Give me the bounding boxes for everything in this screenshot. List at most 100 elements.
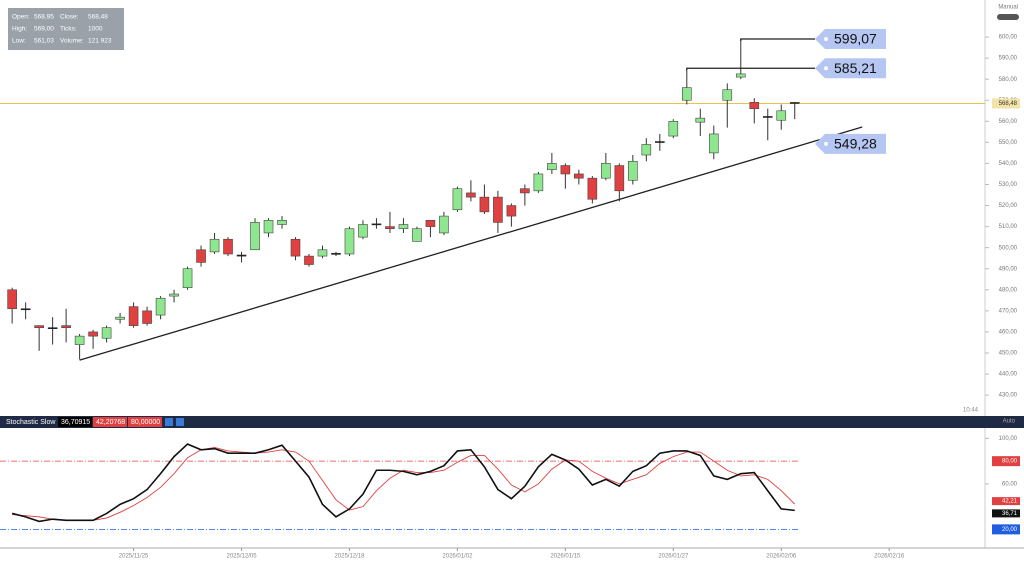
- k-box: [58, 417, 92, 427]
- time: 10:44: [963, 408, 979, 414]
- level-label: 20,00: [1002, 527, 1018, 533]
- label: Volume:: [60, 38, 84, 45]
- candle-body: [682, 87, 692, 101]
- candle-body: [209, 238, 220, 253]
- price-label-box: [815, 133, 886, 154]
- level-value: 80,00000: [131, 419, 160, 426]
- label: High:: [12, 26, 27, 33]
- price-label: 585,21: [834, 60, 877, 76]
- info-box: [8, 8, 124, 50]
- candle-body: [115, 316, 125, 320]
- y-tick-label: 490,00: [999, 266, 1018, 272]
- candle-body: [155, 297, 166, 316]
- price-label-dot: [824, 37, 828, 42]
- y-tick-label: 440,00: [999, 372, 1018, 378]
- candle-body: [47, 327, 58, 330]
- candle-body: [250, 222, 260, 251]
- candle-body: [344, 228, 355, 255]
- y-tick-label: 520,00: [999, 203, 1018, 209]
- y-tick-label: 430,00: [999, 393, 1018, 399]
- y-tick-label: 60,00: [1002, 481, 1018, 487]
- candle-body: [439, 215, 449, 234]
- candle-body: [479, 196, 490, 213]
- candle-body: [762, 116, 773, 118]
- candle-body: [236, 254, 247, 257]
- candle-body: [101, 327, 112, 339]
- candle-body: [61, 325, 71, 329]
- y-tick-label: 580,00: [999, 77, 1018, 83]
- label: Low:: [12, 38, 26, 45]
- level-box: [128, 417, 162, 427]
- candle-body: [749, 102, 760, 109]
- price-label-dot: [824, 66, 828, 71]
- candle-body: [358, 224, 368, 238]
- candle-body: [412, 228, 422, 242]
- settings-button[interactable]: [165, 418, 173, 426]
- k-value: 36,70915: [61, 419, 90, 426]
- candle-body: [169, 293, 179, 297]
- x-tick-label: 2026/01/02: [442, 554, 473, 560]
- current-price-box: [992, 98, 1020, 109]
- candle-body: [695, 117, 706, 123]
- x-tick-label: 2025/12/18: [334, 554, 365, 560]
- candle-body: [304, 255, 314, 265]
- x-tick-label: 2026/02/06: [766, 554, 797, 560]
- candle-body: [668, 121, 679, 137]
- price-label-dot: [824, 141, 828, 146]
- label: Close:: [60, 14, 79, 21]
- value: 568,95: [34, 14, 54, 21]
- y-tick-label: 530,00: [999, 182, 1018, 188]
- y-tick-label: 510,00: [999, 224, 1018, 230]
- mode-toggle[interactable]: [997, 14, 1019, 20]
- candle-body: [587, 177, 598, 200]
- candle-body: [735, 73, 746, 78]
- value: 121 923: [88, 38, 112, 45]
- candle-body: [196, 249, 206, 263]
- y-tick-label: 460,00: [999, 329, 1018, 335]
- level-label: 80,00: [1002, 459, 1018, 465]
- mode[interactable]: Manual: [998, 5, 1018, 11]
- last-value-label: 36,71: [1002, 511, 1018, 517]
- close-button[interactable]: [176, 418, 184, 426]
- candle-body: [263, 219, 274, 234]
- candle-body: [371, 223, 382, 226]
- last-value-box: [992, 509, 1020, 518]
- auto[interactable]: Auto: [1003, 419, 1016, 425]
- price-label: 599,07: [834, 31, 877, 47]
- candle-body: [601, 163, 611, 179]
- label: Ticks:: [60, 26, 77, 33]
- y-tick-label: 100,00: [999, 436, 1018, 442]
- candle-body: [614, 165, 625, 192]
- y-tick-label: 590,00: [999, 56, 1018, 62]
- candle-body: [290, 238, 301, 257]
- last-value-box: [992, 497, 1020, 506]
- trendline: [79, 126, 863, 361]
- candle-body: [641, 144, 652, 156]
- last-value-label: 42,21: [1002, 499, 1018, 505]
- price-label-box: [815, 58, 886, 79]
- candle-body: [331, 253, 341, 255]
- candle-body: [560, 165, 571, 175]
- candle-body: [628, 161, 638, 181]
- info-text: Open: 568,95 Close: 568,48 High: 569,00 …: [12, 14, 112, 45]
- price-label: 549,28: [834, 136, 877, 152]
- candle-body: [88, 331, 98, 337]
- y-tick-label: 560,00: [999, 119, 1018, 125]
- current-price-label: 568,48: [999, 101, 1018, 107]
- candle-body: [20, 308, 31, 311]
- candle-body: [74, 335, 85, 345]
- value: 1000: [88, 26, 103, 33]
- candle-body: [385, 226, 395, 230]
- x-tick-label: 2026/01/15: [550, 554, 581, 560]
- price-label-box: [815, 29, 886, 50]
- candle-body: [776, 110, 787, 121]
- x-tick-label: 2025/11/25: [119, 554, 149, 560]
- label: Open:: [12, 14, 30, 21]
- candle-body: [182, 268, 193, 288]
- candle-body: [223, 238, 233, 255]
- candle-body: [547, 163, 557, 171]
- candle-body: [655, 141, 665, 143]
